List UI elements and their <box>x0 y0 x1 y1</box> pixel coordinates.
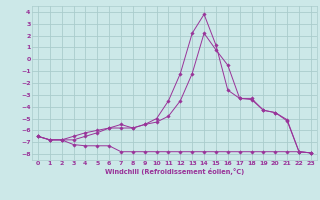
X-axis label: Windchill (Refroidissement éolien,°C): Windchill (Refroidissement éolien,°C) <box>105 168 244 175</box>
